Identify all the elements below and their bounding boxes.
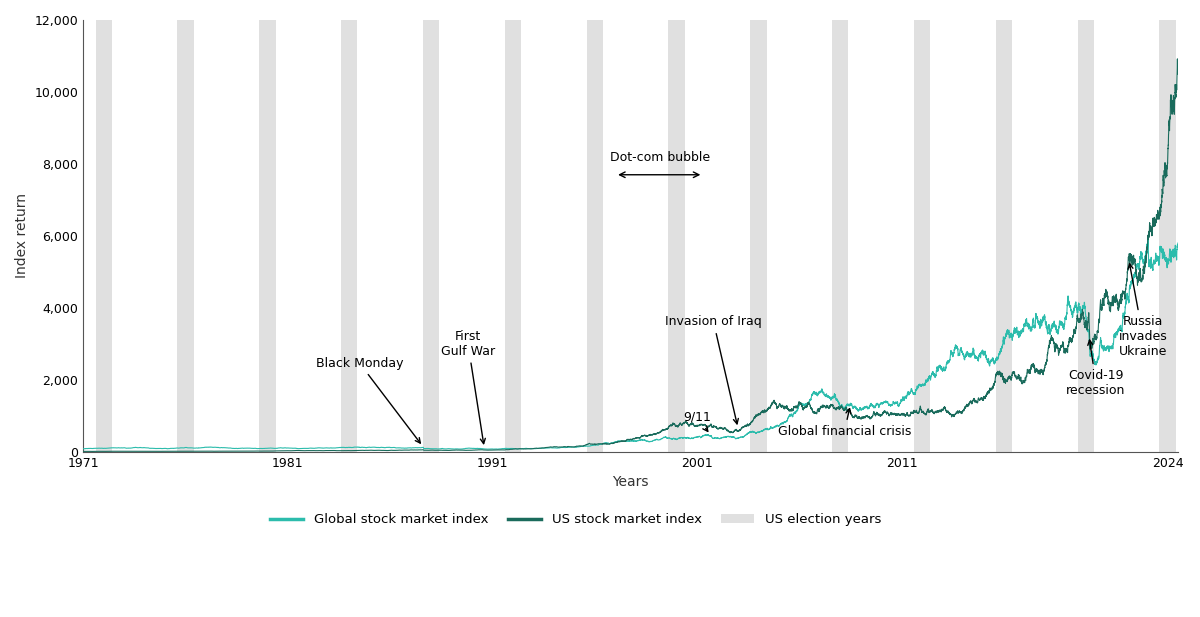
Bar [996,20,1012,452]
Text: Russia
invades
Ukraine: Russia invades Ukraine [1118,264,1168,358]
Bar [1078,20,1094,452]
Bar [914,20,930,452]
Bar [341,20,358,452]
Bar [505,20,521,452]
Bar [178,20,193,452]
Legend: Global stock market index, US stock market index, US election years: Global stock market index, US stock mark… [265,508,887,532]
Bar [422,20,439,452]
Y-axis label: Index return: Index return [14,194,29,278]
X-axis label: Years: Years [612,475,649,489]
Text: Covid-19
recession: Covid-19 recession [1067,340,1126,397]
Bar [750,20,767,452]
Text: Black Monday: Black Monday [316,357,420,443]
Bar [1159,20,1176,452]
Bar [668,20,685,452]
Text: 9/11: 9/11 [683,410,712,431]
Bar [96,20,112,452]
Bar [587,20,602,452]
Text: Global financial crisis: Global financial crisis [778,408,911,438]
Bar [832,20,848,452]
Text: Invasion of Iraq: Invasion of Iraq [665,315,762,424]
Bar [259,20,276,452]
Text: First
Gulf War: First Gulf War [440,329,494,444]
Text: Dot-com bubble: Dot-com bubble [610,151,710,164]
